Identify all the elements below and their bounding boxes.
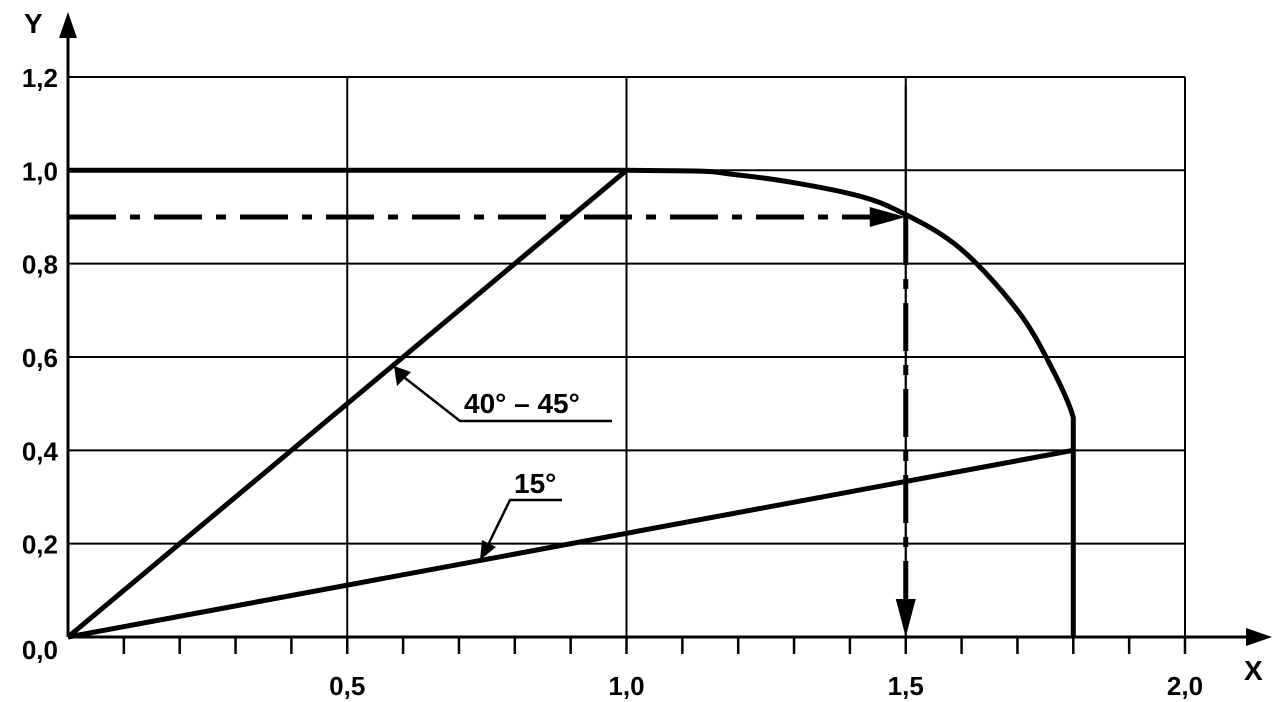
x-axis-title: X	[1244, 655, 1263, 686]
annotation-15: 15°	[480, 468, 562, 560]
y-axis-title: Y	[24, 8, 43, 39]
reading-path-arrow-down-icon	[895, 599, 916, 637]
axes: X Y	[24, 8, 1272, 686]
y-axis-arrow-icon	[59, 12, 77, 38]
reading-path-arrow-right-icon	[869, 206, 906, 227]
annotation-15-arrow-icon	[480, 540, 496, 560]
minor-ticks	[122, 637, 1187, 654]
x-tick-label: 1,5	[888, 671, 924, 701]
y-tick-label: 1,2	[22, 63, 58, 93]
reading-path	[68, 206, 916, 637]
grid-lines	[68, 75, 1186, 637]
annotation-15-leader	[486, 498, 562, 546]
series-lines	[66, 85, 1076, 640]
y-tick-label: 0,4	[22, 436, 59, 466]
annotation-15-label: 15°	[514, 468, 556, 499]
x-axis-arrow-icon	[1246, 628, 1272, 646]
y-tick-label: 0,2	[22, 530, 58, 560]
envelope-curve	[68, 167, 1076, 637]
line-40-45-deg	[66, 168, 629, 639]
x-tick-label: 2,0	[1167, 671, 1203, 701]
y-tick-label: 0,0	[22, 635, 58, 665]
y-tick-labels: 0,0 0,2 0,4 0,6 0,8 1,0 1,2	[22, 63, 59, 665]
y-tick-label: 0,8	[22, 250, 58, 280]
x-tick-label: 0,5	[329, 671, 365, 701]
y-tick-label: 1,0	[22, 156, 58, 186]
annotation-40-45-leader	[404, 377, 612, 423]
annotation-40-45-arrow-icon	[394, 366, 411, 386]
y-tick-label: 0,6	[22, 343, 58, 373]
annotation-40-45: 40° – 45°	[394, 366, 612, 423]
annotation-40-45-label: 40° – 45°	[464, 388, 580, 419]
x-tick-labels: 0,5 1,0 1,5 2,0	[329, 671, 1203, 701]
x-tick-label: 1,0	[608, 671, 644, 701]
